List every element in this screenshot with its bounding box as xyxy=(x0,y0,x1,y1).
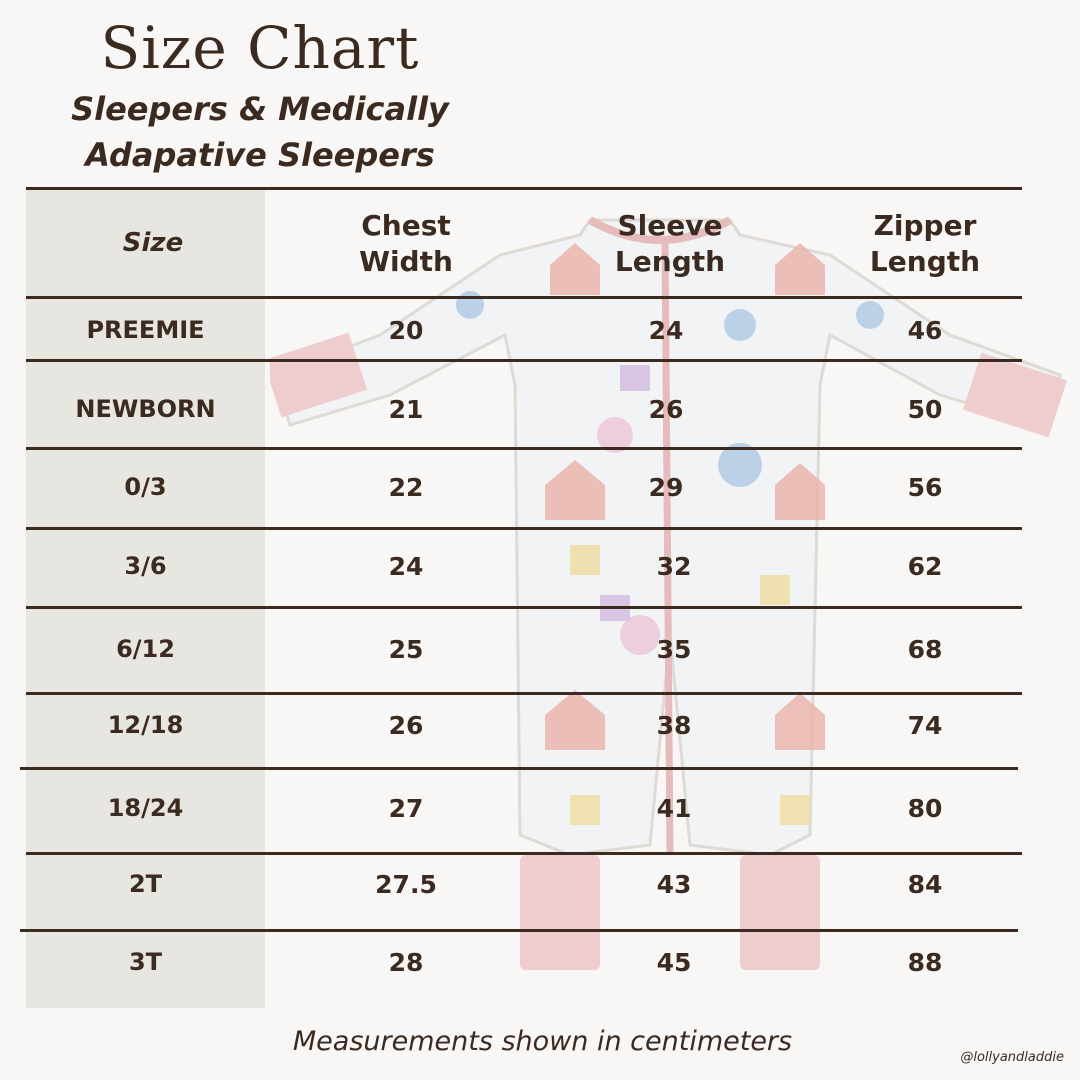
row-size: NEWBORN xyxy=(75,395,216,424)
chart-title: Size Chart xyxy=(100,14,420,82)
table-rule xyxy=(26,606,1022,609)
row-sleeve: 32 xyxy=(656,551,692,581)
header-zipper-length: Zipper Length xyxy=(869,208,981,278)
row-chest: 24 xyxy=(388,551,424,581)
chart-subtitle-line-2: Adapative Sleepers xyxy=(85,136,435,174)
row-size: 3T xyxy=(128,948,163,977)
table-rule xyxy=(20,767,1018,770)
table-rule xyxy=(26,296,1022,299)
row-zipper: 84 xyxy=(907,869,943,899)
row-size: 2T xyxy=(128,870,163,899)
row-size: 3/6 xyxy=(124,552,167,581)
row-size: 18/24 xyxy=(107,794,184,823)
row-chest: 25 xyxy=(388,634,424,664)
row-zipper: 88 xyxy=(907,947,943,977)
row-sleeve: 45 xyxy=(656,947,692,977)
row-chest: 20 xyxy=(388,315,424,345)
row-sleeve: 43 xyxy=(656,869,692,899)
row-sleeve: 24 xyxy=(648,315,684,345)
row-chest: 28 xyxy=(388,947,424,977)
table-rule xyxy=(26,852,1022,855)
table-rule xyxy=(20,929,1018,932)
row-zipper: 46 xyxy=(907,315,943,345)
table-rule xyxy=(26,359,1022,362)
row-zipper: 74 xyxy=(907,710,943,740)
row-chest: 22 xyxy=(388,472,424,502)
row-chest: 21 xyxy=(388,394,424,424)
units-footnote: Measurements shown in centimeters xyxy=(292,1026,793,1057)
row-sleeve: 38 xyxy=(656,710,692,740)
row-chest: 26 xyxy=(388,710,424,740)
row-size: 0/3 xyxy=(124,473,167,502)
header-sleeve-length: Sleeve Length xyxy=(614,208,726,278)
table-rule xyxy=(26,187,1022,190)
row-zipper: 56 xyxy=(907,472,943,502)
row-chest: 27 xyxy=(388,793,424,823)
row-size: 6/12 xyxy=(116,635,175,664)
row-sleeve: 26 xyxy=(648,394,684,424)
size-column-background xyxy=(26,190,265,1008)
table-rule xyxy=(26,447,1022,450)
chart-subtitle-line-1: Sleepers & Medically xyxy=(71,90,449,128)
row-sleeve: 29 xyxy=(648,472,684,502)
sleeper-illustration xyxy=(270,216,1068,970)
row-chest: 27.5 xyxy=(375,869,437,899)
row-sleeve: 35 xyxy=(656,634,692,664)
row-zipper: 80 xyxy=(907,793,943,823)
row-size: PREEMIE xyxy=(86,316,205,345)
table-rule xyxy=(26,692,1022,695)
table-rule xyxy=(26,527,1022,530)
header-chest-width: Chest Width xyxy=(359,208,453,278)
row-sleeve: 41 xyxy=(656,793,692,823)
row-size: 12/18 xyxy=(107,711,184,740)
social-handle: @lollyandladdie xyxy=(960,1050,1064,1065)
row-zipper: 68 xyxy=(907,634,943,664)
header-size: Size xyxy=(122,228,184,259)
row-zipper: 50 xyxy=(907,394,943,424)
row-zipper: 62 xyxy=(907,551,943,581)
